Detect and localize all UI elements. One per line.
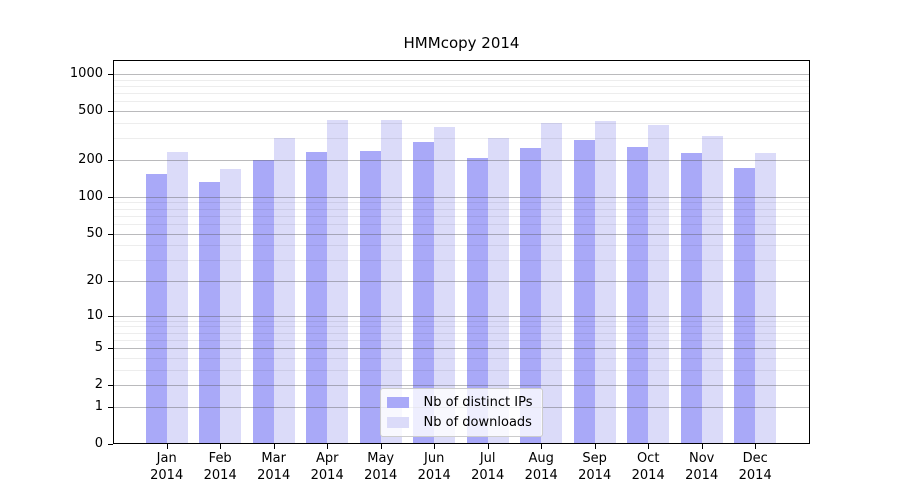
y-tick-label: 100 xyxy=(78,188,103,204)
bar-distinct-ips-nov xyxy=(680,152,702,444)
x-tick xyxy=(166,444,168,449)
y-tick xyxy=(108,348,113,350)
x-tick xyxy=(434,444,436,449)
y-tick-label: 10 xyxy=(86,307,103,323)
x-tick-label-may: May 2014 xyxy=(364,451,398,483)
bar-downloads-dec xyxy=(755,152,777,444)
legend-label-distinct-ips: Nb of distinct IPs xyxy=(423,395,533,410)
y-tick xyxy=(108,406,113,408)
y-tick-label: 50 xyxy=(86,225,103,241)
minor-gridline xyxy=(113,101,810,103)
y-tick-label: 500 xyxy=(78,103,103,119)
x-tick-label-sep: Sep 2014 xyxy=(578,451,612,483)
x-tick-label-jun: Jun 2014 xyxy=(417,451,451,483)
bar-distinct-ips-aug xyxy=(520,148,542,444)
bar-downloads-oct xyxy=(648,124,670,444)
y-tick-label: 1 xyxy=(94,398,103,414)
bar-downloads-feb xyxy=(220,168,242,444)
x-tick-label-dec: Dec 2014 xyxy=(738,451,772,483)
bar-distinct-ips-oct xyxy=(627,147,649,444)
bar-distinct-ips-feb xyxy=(199,181,221,444)
bar-downloads-may xyxy=(380,120,402,444)
y-tick xyxy=(108,160,113,161)
x-tick xyxy=(648,444,650,449)
bar-distinct-ips-jan xyxy=(145,174,167,444)
bar-distinct-ips-may xyxy=(359,151,381,444)
x-tick xyxy=(755,444,757,449)
legend-swatch-distinct-ips xyxy=(386,397,409,408)
x-tick xyxy=(487,444,489,449)
y-tick-label: 5 xyxy=(94,340,103,356)
bar-distinct-ips-dec xyxy=(734,168,756,444)
x-tick-label-mar: Mar 2014 xyxy=(257,451,291,483)
bar-downloads-jul xyxy=(487,137,509,444)
bar-downloads-nov xyxy=(701,136,723,444)
y-tick-label: 1000 xyxy=(69,66,103,81)
bar-distinct-ips-apr xyxy=(306,151,328,444)
x-tick-label-jan: Jan 2014 xyxy=(150,451,184,483)
y-tick-label: 0 xyxy=(94,436,103,451)
legend: Nb of distinct IPs Nb of downloads xyxy=(379,388,544,437)
bar-downloads-jun xyxy=(434,126,456,444)
bar-distinct-ips-sep xyxy=(573,139,595,444)
minor-gridline xyxy=(113,86,810,87)
minor-gridline xyxy=(113,79,810,81)
plot-area: Nb of distinct IPs Nb of downloads xyxy=(113,60,810,444)
x-tick xyxy=(380,444,382,449)
x-tick-label-oct: Oct 2014 xyxy=(631,451,665,483)
bar-downloads-apr xyxy=(327,120,349,444)
legend-item-distinct-ips: Nb of distinct IPs xyxy=(386,395,533,410)
x-tick xyxy=(273,444,275,449)
legend-swatch-downloads xyxy=(386,417,409,428)
major-gridline xyxy=(113,111,810,113)
y-tick xyxy=(108,74,113,75)
bar-downloads-aug xyxy=(541,122,563,444)
legend-label-downloads: Nb of downloads xyxy=(423,415,532,430)
x-tick-label-apr: Apr 2014 xyxy=(310,451,344,483)
y-tick xyxy=(108,385,113,387)
y-tick-label: 2 xyxy=(94,377,103,393)
x-tick xyxy=(701,444,703,449)
bar-distinct-ips-mar xyxy=(252,160,274,444)
bar-distinct-ips-jul xyxy=(466,157,488,444)
y-tick xyxy=(108,281,113,282)
x-tick xyxy=(220,444,222,449)
legend-item-downloads: Nb of downloads xyxy=(386,415,533,430)
x-tick xyxy=(541,444,543,449)
y-tick-label: 20 xyxy=(86,273,103,288)
y-tick xyxy=(108,444,113,445)
y-tick xyxy=(108,196,113,198)
bar-downloads-sep xyxy=(594,120,616,444)
chart-title: HMMcopy 2014 xyxy=(403,34,520,52)
y-tick xyxy=(108,233,113,235)
x-tick-label-aug: Aug 2014 xyxy=(524,451,558,483)
minor-gridline xyxy=(113,123,810,124)
bar-distinct-ips-jun xyxy=(413,142,435,444)
y-tick-label: 200 xyxy=(78,152,103,167)
x-tick-label-nov: Nov 2014 xyxy=(685,451,719,483)
minor-gridline xyxy=(113,93,810,95)
major-gridline xyxy=(113,74,810,75)
bar-downloads-jan xyxy=(166,152,188,444)
x-tick-label-feb: Feb 2014 xyxy=(203,451,237,483)
x-tick-label-jul: Jul 2014 xyxy=(471,451,505,483)
x-tick xyxy=(327,444,329,449)
bar-downloads-mar xyxy=(273,138,295,444)
y-tick xyxy=(108,111,113,113)
y-tick xyxy=(108,315,113,317)
x-tick xyxy=(594,444,596,449)
